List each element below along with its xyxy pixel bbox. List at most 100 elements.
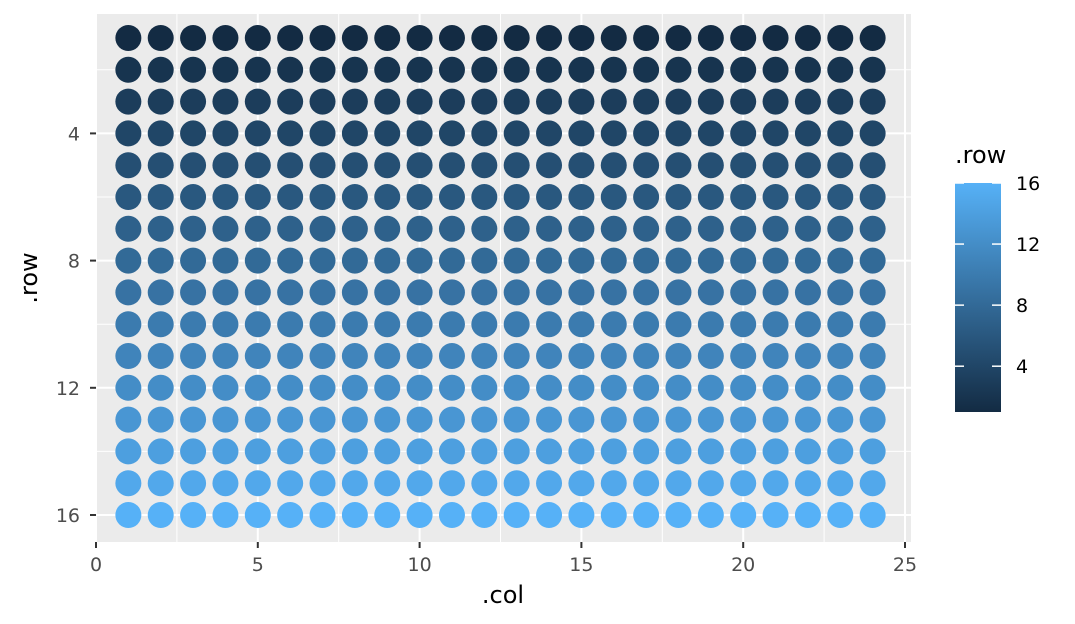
data-point	[633, 438, 660, 465]
data-point	[568, 120, 595, 147]
data-point	[277, 247, 304, 274]
x-axis-title: .col	[482, 581, 524, 609]
data-point	[600, 25, 627, 51]
data-point	[438, 56, 465, 83]
data-point	[794, 343, 821, 369]
data-point	[794, 152, 821, 179]
data-point	[406, 311, 433, 338]
data-point	[730, 406, 757, 433]
data-point	[180, 343, 207, 369]
data-point	[147, 184, 174, 210]
data-point	[503, 374, 530, 401]
data-point	[374, 470, 401, 497]
data-point	[115, 25, 142, 51]
data-point	[244, 470, 271, 497]
data-point	[244, 88, 271, 115]
data-point	[341, 311, 368, 338]
legend-tick-label: 16	[1016, 173, 1040, 195]
data-point	[341, 470, 368, 497]
data-point	[730, 438, 757, 465]
data-point	[794, 311, 821, 338]
data-point	[762, 406, 789, 433]
data-point	[503, 25, 530, 51]
data-point	[568, 152, 595, 179]
data-point	[859, 184, 886, 210]
data-point	[277, 343, 304, 369]
data-point	[471, 279, 498, 306]
data-point	[859, 25, 886, 51]
data-point	[600, 120, 627, 147]
data-point	[147, 311, 174, 338]
data-point	[859, 502, 886, 528]
data-point	[730, 279, 757, 306]
data-point	[180, 215, 207, 242]
data-point	[762, 374, 789, 401]
data-point	[827, 184, 854, 210]
data-point	[665, 343, 692, 369]
data-point	[697, 311, 724, 338]
data-point	[309, 215, 336, 242]
data-point	[438, 247, 465, 274]
data-point	[536, 88, 563, 115]
x-tick-label: 20	[731, 554, 755, 576]
data-point	[406, 438, 433, 465]
data-point	[438, 374, 465, 401]
data-point	[115, 279, 142, 306]
data-point	[697, 279, 724, 306]
y-tick-label: 16	[56, 505, 80, 527]
data-point	[827, 25, 854, 51]
data-point	[827, 470, 854, 497]
data-point	[633, 311, 660, 338]
data-point	[665, 374, 692, 401]
data-point	[212, 120, 239, 147]
data-point	[180, 406, 207, 433]
data-point	[600, 88, 627, 115]
data-point	[859, 374, 886, 401]
data-point	[147, 279, 174, 306]
data-point	[536, 343, 563, 369]
data-point	[503, 56, 530, 83]
data-point	[341, 215, 368, 242]
data-point	[794, 25, 821, 51]
data-point	[827, 152, 854, 179]
data-point	[536, 215, 563, 242]
legend-tick-label: 8	[1016, 295, 1028, 317]
data-point	[536, 502, 563, 528]
data-point	[600, 374, 627, 401]
data-point	[600, 406, 627, 433]
data-point	[600, 438, 627, 465]
data-point	[794, 470, 821, 497]
data-point	[374, 184, 401, 210]
data-point	[503, 438, 530, 465]
data-point	[115, 470, 142, 497]
data-point	[406, 247, 433, 274]
data-point	[374, 120, 401, 147]
data-point	[665, 120, 692, 147]
data-point	[471, 438, 498, 465]
data-point	[309, 502, 336, 528]
color-legend: .row 4 8 12 16	[955, 141, 1040, 412]
data-point	[309, 88, 336, 115]
data-point	[406, 406, 433, 433]
data-point	[438, 502, 465, 528]
data-point	[665, 406, 692, 433]
data-point	[827, 120, 854, 147]
data-point	[309, 279, 336, 306]
data-point	[503, 406, 530, 433]
data-point	[438, 88, 465, 115]
data-point	[212, 184, 239, 210]
data-point	[374, 279, 401, 306]
data-point	[697, 247, 724, 274]
data-point	[115, 215, 142, 242]
data-point	[827, 279, 854, 306]
data-point	[309, 406, 336, 433]
data-point	[568, 247, 595, 274]
data-point	[827, 311, 854, 338]
data-point	[665, 438, 692, 465]
data-point	[633, 152, 660, 179]
legend-title: .row	[955, 141, 1006, 169]
data-point	[212, 502, 239, 528]
data-point	[341, 25, 368, 51]
data-point	[406, 502, 433, 528]
